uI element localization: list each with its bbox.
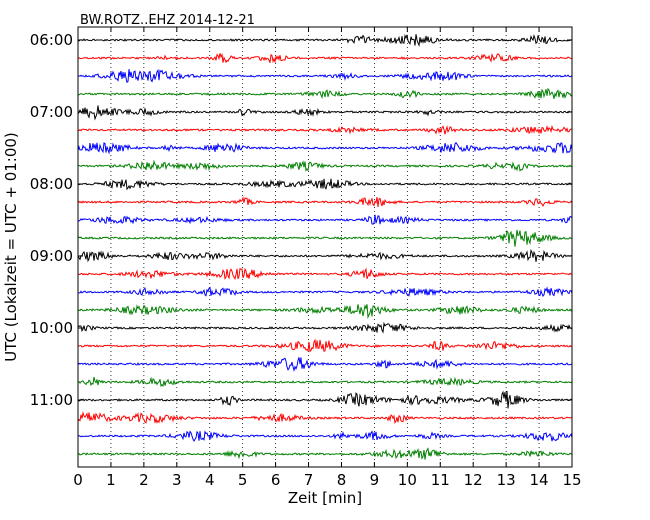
x-tick-label: 12 <box>464 471 483 489</box>
trace-row <box>77 68 573 84</box>
trace-row <box>77 196 573 208</box>
x-tick-label: 5 <box>238 471 248 489</box>
x-tick-label: 3 <box>172 471 182 489</box>
trace-row <box>77 321 573 334</box>
y-axis-label: UTC (Lokalzeit = UTC + 01:00) <box>2 132 20 362</box>
trace-row <box>77 304 573 319</box>
trace-row <box>77 338 573 353</box>
y-tick-label: 07:00 <box>30 103 73 121</box>
trace-row <box>77 286 573 297</box>
x-tick-label: 15 <box>562 471 581 489</box>
trace-row <box>77 141 573 155</box>
trace-row <box>77 33 573 48</box>
x-tick-label: 0 <box>73 471 83 489</box>
trace-row <box>77 87 573 100</box>
trace-row <box>77 229 573 247</box>
y-tick-label: 09:00 <box>30 247 73 265</box>
y-tick-label: 10:00 <box>30 319 73 337</box>
y-tick-label: 11:00 <box>30 391 73 409</box>
x-tick-label: 14 <box>530 471 549 489</box>
trace-row <box>77 267 573 280</box>
x-tick-label: 2 <box>139 471 149 489</box>
grid-lines <box>110 27 540 467</box>
x-tick-label: 4 <box>205 471 215 489</box>
x-tick-label: 1 <box>106 471 116 489</box>
trace-row <box>77 178 573 191</box>
y-tick-label: 08:00 <box>30 175 73 193</box>
y-tick-label: 06:00 <box>30 31 73 49</box>
trace-row <box>77 376 573 388</box>
trace-row <box>77 214 573 225</box>
trace-row <box>77 159 573 172</box>
trace-row <box>77 52 573 64</box>
x-tick-label: 8 <box>337 471 347 489</box>
trace-row <box>77 357 573 372</box>
x-axis: 0 1 2 3 4 5 6 7 8 9 10 11 12 13 14 15 <box>73 27 582 489</box>
trace-row <box>77 390 573 409</box>
x-tick-label: 13 <box>497 471 516 489</box>
trace-row <box>77 430 573 442</box>
plot-background <box>78 27 572 467</box>
y-axis: 06:00 07:00 08:00 09:00 10:00 11:00 <box>30 31 572 409</box>
x-tick-label: 11 <box>431 471 450 489</box>
chart-title: BW.ROTZ..EHZ 2014-12-21 <box>80 13 255 28</box>
trace-row <box>77 411 573 424</box>
trace-row <box>77 105 573 121</box>
trace-row <box>77 447 573 460</box>
x-tick-label: 6 <box>271 471 281 489</box>
x-tick-label: 9 <box>370 471 380 489</box>
trace-row <box>77 248 573 263</box>
x-axis-label: Zeit [min] <box>288 489 362 507</box>
trace-row <box>77 124 573 135</box>
x-tick-label: 10 <box>398 471 417 489</box>
x-tick-label: 7 <box>304 471 314 489</box>
plot-frame <box>77 26 573 468</box>
trace-group <box>77 33 573 460</box>
